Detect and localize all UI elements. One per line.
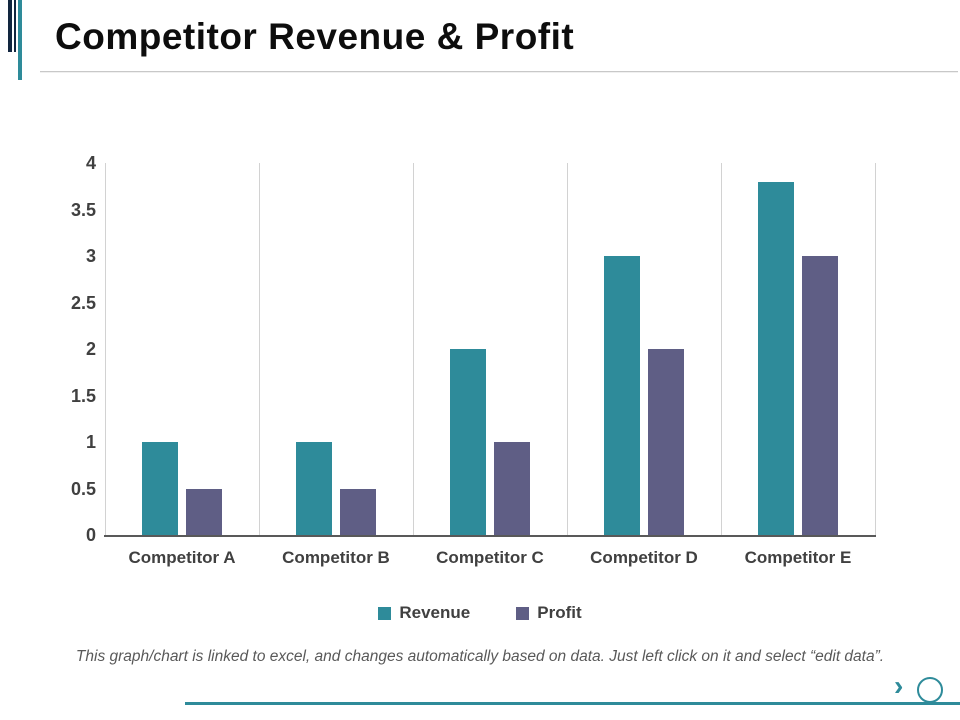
y-tick-label: 0	[85, 525, 96, 545]
corner-stripe-navy-thin	[14, 0, 16, 52]
vertical-gridline	[721, 163, 722, 535]
plot-area	[105, 163, 876, 536]
x-axis-labels: Competitor A Competitor B Competitor C Comp…	[105, 548, 875, 572]
vertical-gridline	[259, 163, 260, 535]
bar-profit-competitor-e	[802, 256, 838, 535]
x-axis-label: Competitor B	[282, 548, 390, 567]
legend-label: Revenue	[399, 603, 471, 622]
bar-revenue-competitor-d	[604, 256, 640, 535]
y-tick-label: 2.5	[70, 293, 96, 313]
y-axis-labels: 4 3.5 3 2.5 2 1.5 1 0.5 0	[34, 153, 96, 545]
y-axis-line	[105, 163, 106, 535]
y-tick-label: 1	[85, 432, 96, 452]
corner-stripe-teal	[18, 0, 22, 80]
bar-revenue-competitor-e	[758, 182, 794, 535]
title-divider	[40, 71, 958, 72]
y-tick-label: 2	[85, 339, 96, 359]
vertical-gridline	[567, 163, 568, 535]
y-tick-label: 1.5	[70, 386, 96, 406]
legend-swatch-icon	[378, 606, 392, 620]
x-axis-label: Competitor E	[744, 548, 852, 567]
legend-label: Profit	[537, 603, 582, 622]
page-title: Competitor Revenue & Profit	[55, 16, 575, 57]
corner-stripe-navy	[8, 0, 12, 52]
nav-circle-icon[interactable]	[917, 677, 943, 703]
vertical-gridline	[413, 163, 414, 535]
footer-note: This graph/chart is linked to excel, and…	[75, 648, 885, 665]
vertical-gridline	[875, 163, 876, 535]
x-axis-label: Competitor C	[436, 548, 544, 567]
bar-profit-competitor-d	[648, 349, 684, 535]
bar-profit-competitor-c	[494, 442, 530, 535]
legend-item-revenue: Revenue	[378, 603, 470, 623]
y-tick-label: 4	[85, 153, 96, 173]
x-axis-label: Competitor A	[128, 548, 236, 567]
y-tick-label: 3.5	[70, 200, 96, 220]
bar-revenue-competitor-b	[296, 442, 332, 535]
y-tick-label: 0.5	[70, 479, 96, 499]
next-arrow-icon[interactable]: ›	[894, 670, 904, 701]
legend-swatch-icon	[516, 606, 530, 620]
chart-legend: Revenue Profit	[0, 600, 960, 626]
legend-item-profit: Profit	[516, 603, 582, 623]
bar-profit-competitor-b	[340, 489, 376, 536]
bar-profit-competitor-a	[186, 489, 222, 536]
x-axis-line	[104, 535, 876, 537]
x-axis-label: Competitor D	[590, 548, 698, 567]
bar-revenue-competitor-c	[450, 349, 486, 535]
y-tick-label: 3	[85, 246, 96, 266]
bar-revenue-competitor-a	[142, 442, 178, 535]
bottom-accent-line	[185, 702, 960, 705]
